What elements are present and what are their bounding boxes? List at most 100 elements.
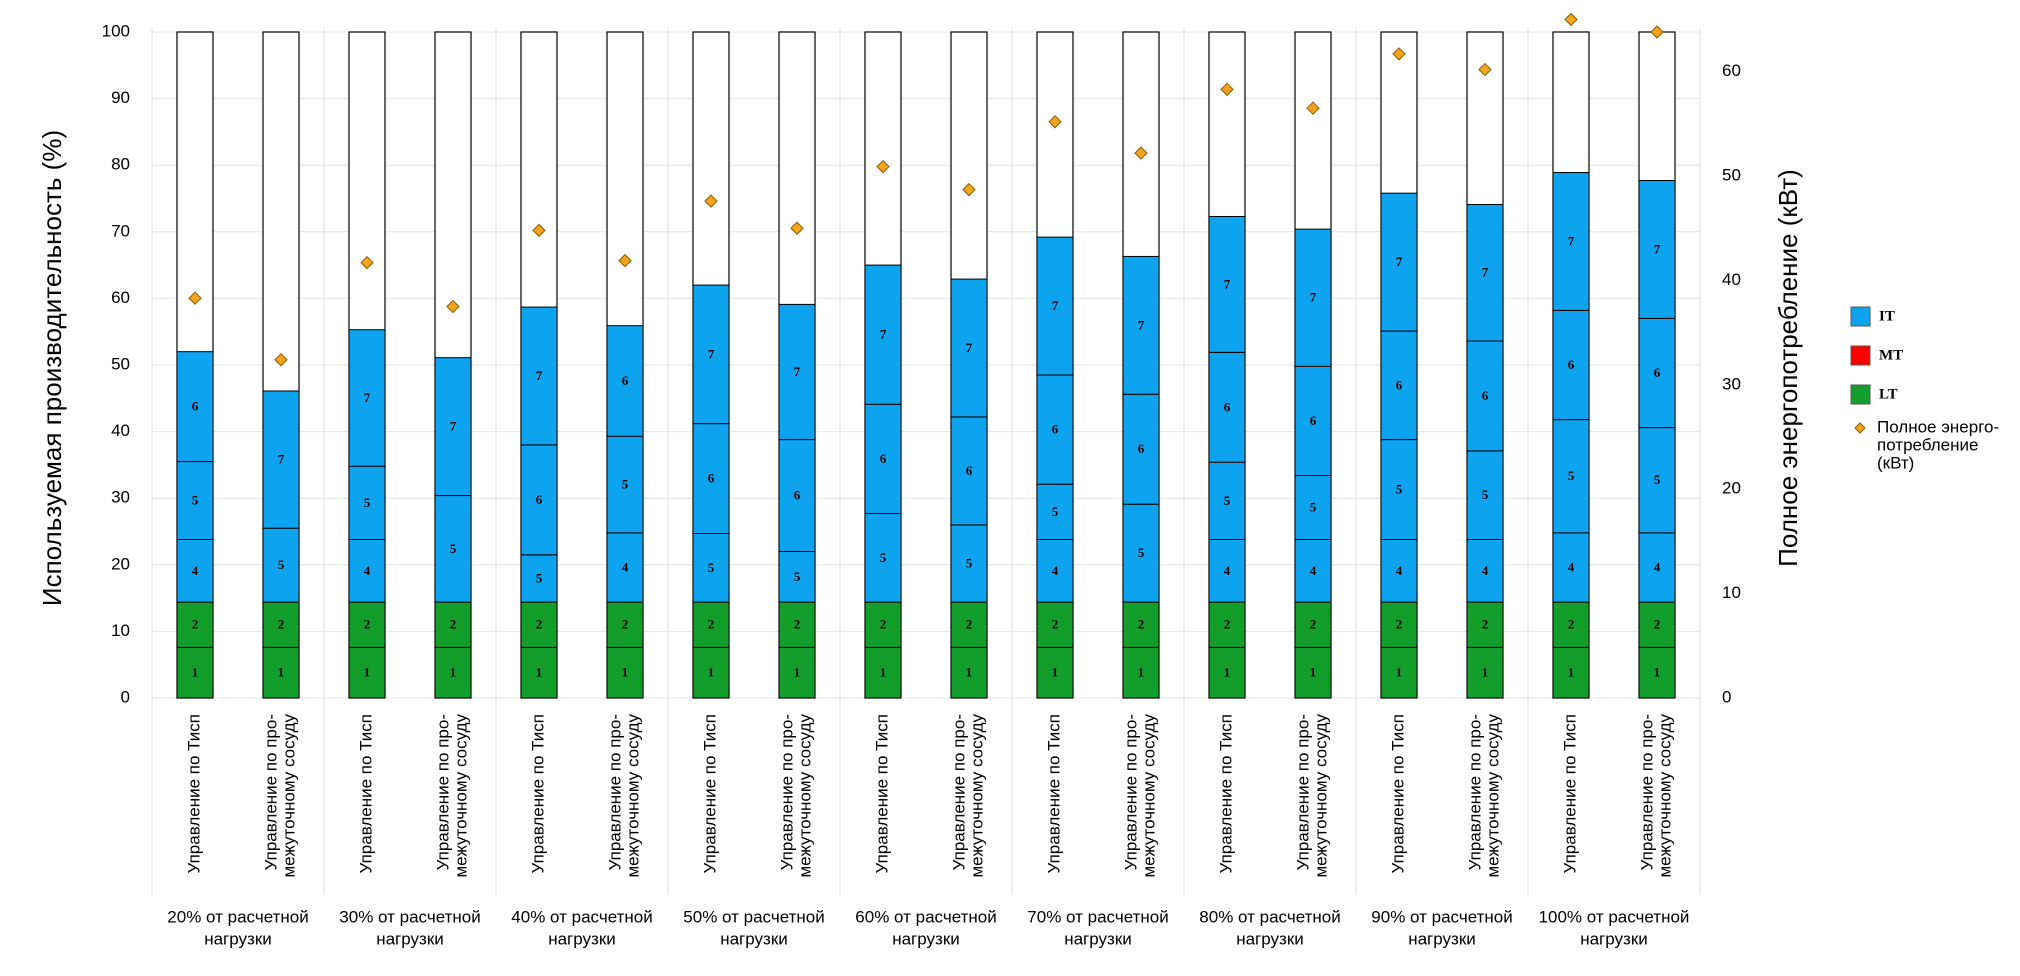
bar-segment [434,357,472,497]
x-tick-label: Управление по Тисп [1560,714,1579,873]
segment-label: 4 [1052,563,1059,578]
legend-label: (кВт) [1877,453,1914,472]
bar-segment [778,439,816,552]
energy-marker [704,194,718,208]
bar-segment [778,550,816,603]
segment-label: 5 [1138,545,1145,560]
segment-label: 6 [1138,441,1145,456]
bar-segment [864,264,902,405]
x-tick-label: Управление по про- [261,714,280,870]
segment-label: 2 [278,617,285,632]
segment-label: 4 [1224,563,1231,578]
segment-label: 7 [1138,317,1145,332]
group-label: нагрузки [892,929,960,948]
segment-label: 4 [622,559,629,574]
x-tick-label: Управление по про- [1121,714,1140,870]
segment-label: 7 [1396,254,1403,269]
segment-label: 6 [1654,365,1661,380]
segment-label: 6 [1310,413,1317,428]
x-tick-label: Управление по Тисп [1388,714,1407,873]
bar-segment [520,601,558,648]
bar-segment [692,284,730,425]
y-tick-label: 90 [111,88,130,107]
bar-segment [1638,180,1676,319]
group-label: 30% от расчетной [339,907,480,926]
group-label: 20% от расчетной [167,907,308,926]
segment-label: 5 [1396,482,1403,497]
x-tick-label: межуточному сосуду [967,714,986,878]
bar-segment [434,495,472,603]
bar-segment [1380,601,1418,648]
segment-label: 1 [1396,665,1403,680]
bar-segment [950,646,988,699]
segment-label: 5 [278,557,285,572]
y-tick-label: 0 [121,687,130,706]
bar-segment [348,601,386,648]
legend-label: MT [1879,347,1903,363]
bar-segment [1294,365,1332,477]
bar-segment [1466,203,1504,342]
energy-marker [532,223,546,238]
group-label: 50% от расчетной [683,907,824,926]
energy-marker [876,159,890,174]
segment-label: 7 [1654,241,1661,256]
energy-marker [1564,12,1578,27]
bar-segment [1208,601,1246,648]
segment-label: 5 [192,493,199,508]
segment-label: 6 [1568,357,1575,372]
x-tick-label: Управление по Тисп [700,714,719,873]
group-label: нагрузки [204,929,272,948]
legend-marker [1854,422,1866,434]
bar-segment [692,601,730,648]
segment-label: 1 [1568,665,1575,680]
energy-marker [1220,82,1234,97]
bar-segment [262,601,300,648]
segment-label: 2 [1568,617,1575,632]
segment-label: 4 [192,563,199,578]
segment-label: 2 [1482,617,1489,632]
segment-label: 6 [708,471,715,486]
segment-label: 5 [880,550,887,565]
y-tick-label: 50 [111,354,130,373]
energy-marker [962,182,976,197]
segment-label: 2 [364,617,371,632]
energy-marker [618,253,632,268]
segment-label: 7 [1224,276,1231,291]
segment-label: 1 [536,665,543,680]
group-label: 70% от расчетной [1027,907,1168,926]
segment-label: 1 [1138,665,1145,680]
bar-segment [692,532,730,603]
segment-label: 4 [364,563,371,578]
group-label: 80% от расчетной [1199,907,1340,926]
group-label: 40% от расчетной [511,907,652,926]
segment-label: 5 [536,570,543,585]
segment-label: 4 [1482,563,1489,578]
segment-label: 7 [1310,290,1317,305]
legend-swatch [1850,306,1871,327]
bar-segment [520,554,558,603]
segment-label: 5 [364,495,371,510]
segment-label: 1 [1224,665,1231,680]
x-tick-label: межуточному сосуду [1139,714,1158,878]
legend-swatch [1850,345,1871,366]
x-tick-label: Управление по про- [949,714,968,870]
y-axis-title: Используемая производительность (%) [37,130,67,606]
segment-label: 7 [794,364,801,379]
segment-label: 1 [1482,665,1489,680]
segment-label: 6 [880,451,887,466]
bar-segment [778,646,816,699]
bar-segment [348,646,386,699]
bar-segment [1294,475,1332,540]
y-tick-label: 80 [111,155,130,174]
energy-marker [188,291,202,305]
bar-segment [1208,461,1246,540]
segment-label: 1 [708,665,715,680]
segment-label: 1 [1654,665,1661,680]
bar-segment [950,278,988,418]
segment-label: 6 [1052,422,1059,437]
bar-segment [778,601,816,648]
bar-segment [1552,646,1590,699]
bar-segment [1208,215,1246,353]
bar-segment [262,646,300,699]
